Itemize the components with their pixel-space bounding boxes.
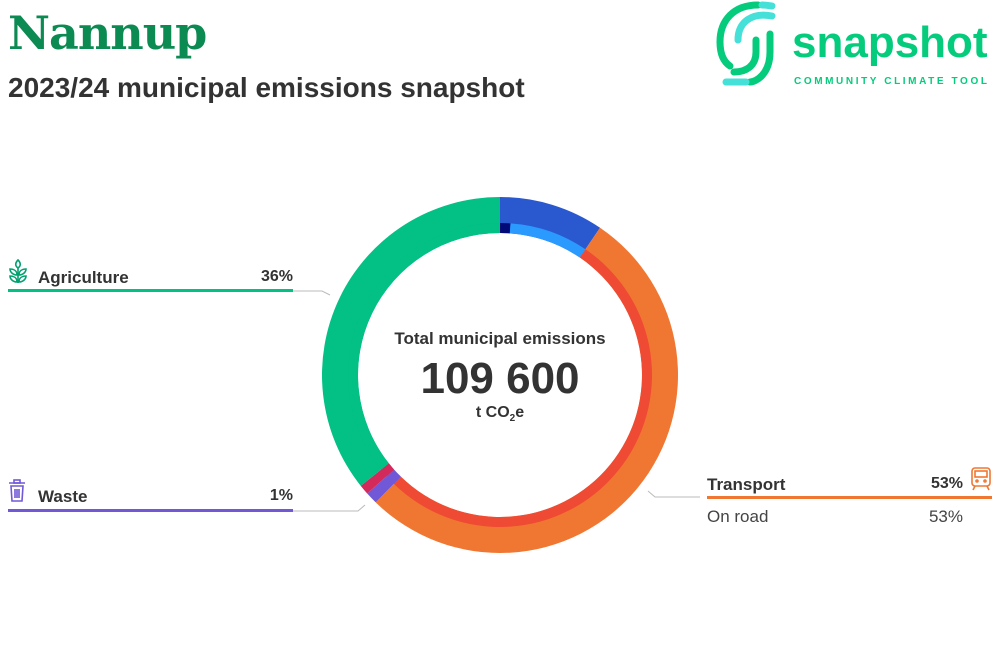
agriculture-label: Agriculture (38, 268, 129, 287)
underline-waste (8, 509, 293, 512)
inner-segment-on-road (393, 249, 652, 527)
center-label: Total municipal emissions (394, 329, 606, 348)
underline-agriculture (8, 289, 293, 292)
logo-tagline: COMMUNITY CLIMATE TOOL (794, 76, 990, 87)
waste-bin-icon (9, 479, 25, 502)
transport-pct: 53% (930, 475, 963, 492)
inner-segment-energy-sub-2 (509, 223, 586, 258)
snapshot-logo-icon (716, 1, 776, 86)
page-title: Nannup (8, 6, 207, 60)
unit-suffix: e (515, 404, 525, 421)
on-road-pct: 53% (928, 507, 963, 526)
inner-segment-other (381, 463, 395, 477)
underline-transport (707, 496, 992, 499)
leader-transport (647, 490, 700, 498)
segment-transport (375, 227, 678, 553)
leader-agriculture (293, 290, 331, 296)
agriculture-icon (9, 258, 27, 283)
segment-agriculture (321, 197, 500, 486)
waste-label: Waste (38, 487, 88, 506)
logo-wordmark: snapshot (792, 18, 988, 67)
transport-label: Transport (707, 475, 786, 494)
inner-segment-waste (386, 469, 401, 484)
unit-sub: 2 (509, 413, 516, 425)
leader-waste (293, 504, 366, 512)
segment-energy (500, 197, 601, 258)
waste-pct: 1% (269, 487, 293, 504)
total-unit: t CO2e (370, 404, 630, 424)
total-value: 109 600 (420, 354, 580, 403)
agriculture-pct: 36% (260, 268, 293, 285)
unit-prefix: t CO (475, 404, 510, 421)
inner-segment-energy-sub-1 (500, 223, 511, 234)
inner-segment-agriculture (347, 223, 500, 470)
train-icon (971, 467, 991, 491)
page-subtitle: 2023/24 municipal emissions snapshot (8, 72, 525, 103)
on-road-label: On road (707, 507, 769, 526)
